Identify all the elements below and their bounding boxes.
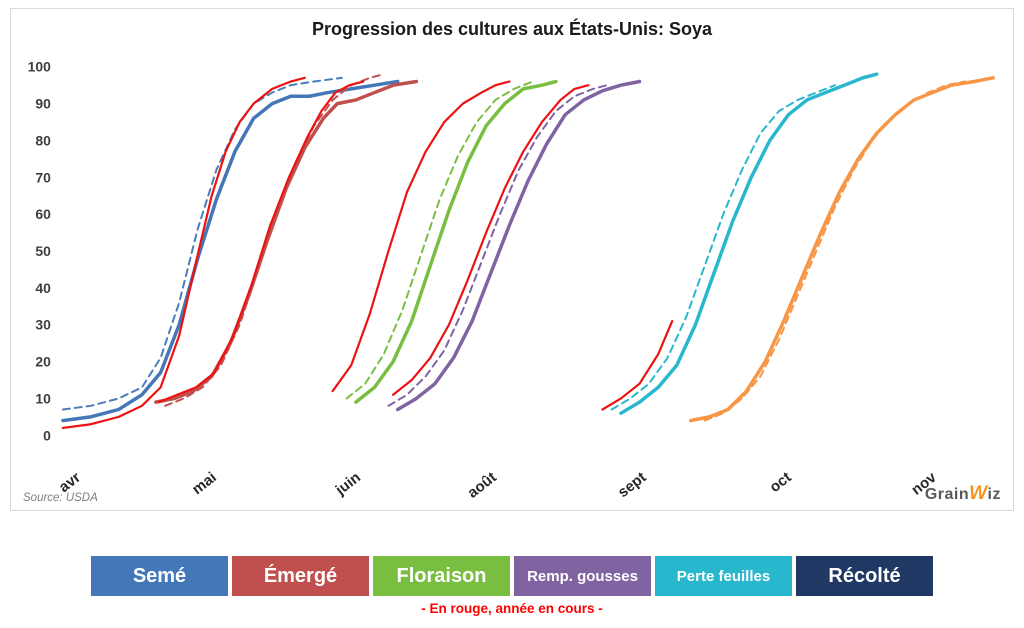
- chart-line-perte-current: [601, 319, 674, 411]
- y-axis-tick-label: 10: [35, 390, 51, 406]
- legend-item-seme[interactable]: Semé: [91, 556, 228, 596]
- x-axis-month-label: sept: [615, 469, 650, 501]
- legend-item-floraison[interactable]: Floraison: [373, 556, 510, 596]
- y-axis-tick-label: 0: [43, 427, 51, 443]
- legend-item-recolte[interactable]: Récolté: [796, 556, 933, 596]
- y-axis-tick-label: 20: [35, 354, 51, 370]
- y-axis-tick-label: 30: [35, 317, 51, 333]
- y-axis-tick-label: 50: [35, 243, 51, 259]
- chart-line-emerge-current: [157, 80, 365, 404]
- chart-line-recolte-dashed: [703, 80, 967, 422]
- y-axis-tick-label: 80: [35, 132, 51, 148]
- y-axis-tick-label: 60: [35, 206, 51, 222]
- chart-line-floraison-dashed: [345, 80, 534, 400]
- legend-label: Récolté: [828, 564, 901, 587]
- chart-line-gousses-current: [392, 84, 590, 396]
- legend-label: Remp. gousses: [527, 567, 638, 585]
- legend-item-remp-gousses[interactable]: Remp. gousses: [514, 556, 651, 596]
- grainwiz-logo: GrainWiz: [925, 483, 1001, 505]
- x-axis-month-label: oct: [766, 469, 794, 496]
- legend-label: Émergé: [263, 564, 338, 587]
- legend-item-perte-feuilles[interactable]: Perte feuilles: [655, 556, 792, 596]
- x-axis-month-label: juin: [332, 469, 364, 499]
- chart-line-perte-solid: [619, 72, 879, 415]
- current-year-note: - En rouge, année en cours -: [421, 601, 603, 616]
- chart-line-emerge-solid: [154, 79, 419, 404]
- chart-line-floraison-solid: [354, 79, 558, 404]
- x-axis-month-label: mai: [189, 469, 220, 498]
- chart-line-gousses-solid: [395, 79, 642, 412]
- legend: Semé Émergé Floraison Remp. gousses Pert…: [0, 556, 1024, 596]
- x-axis-month-label: août: [464, 469, 499, 502]
- chart-title: Progression des cultures aux États-Unis:…: [311, 19, 713, 39]
- logo-w-icon: W: [969, 483, 988, 504]
- chart-frame: Progression des cultures aux États-Unis:…: [10, 8, 1014, 511]
- y-axis-tick-label: 90: [35, 96, 51, 112]
- chart-line-gousses-dashed: [387, 84, 609, 407]
- chart-line-seme-current: [61, 76, 306, 430]
- legend-label: Floraison: [396, 564, 487, 587]
- y-axis-tick-label: 40: [35, 280, 51, 296]
- y-axis-tick-label: 70: [35, 169, 51, 185]
- logo-text-grain: Grain: [924, 486, 970, 503]
- legend-label: Semé: [132, 564, 187, 587]
- legend-label: Perte feuilles: [676, 567, 771, 585]
- chart-line-perte-dashed: [610, 84, 836, 411]
- y-axis-tick-label: 100: [28, 59, 52, 75]
- legend-item-emerge[interactable]: Émergé: [232, 556, 369, 596]
- chart-line-recolte-solid: [688, 76, 995, 423]
- source-note: Source: USDA: [23, 492, 98, 504]
- logo-text-iz: iz: [987, 486, 1001, 503]
- chart-line-floraison-current: [331, 80, 511, 393]
- chart-line-emerge-dashed: [164, 73, 385, 407]
- chart-line-seme-dashed: [61, 76, 343, 411]
